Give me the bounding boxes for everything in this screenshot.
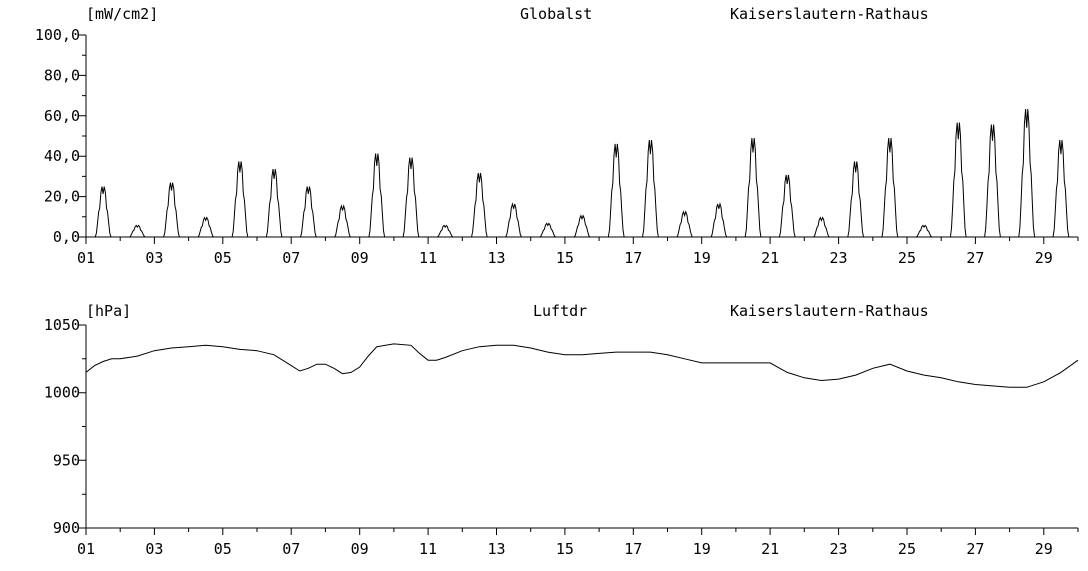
chart1-y-tick-label: 100,0 <box>35 26 80 44</box>
chart2-x-tick-label: 05 <box>214 540 232 558</box>
chart2-x-tick-label: 29 <box>1035 540 1053 558</box>
chart1-x-tick-label: 21 <box>761 249 779 267</box>
chart1-axes <box>85 35 1078 238</box>
chart2-x-tick-label: 23 <box>830 540 848 558</box>
chart1-x-tick-label: 19 <box>693 249 711 267</box>
chart2-x-tick-label: 25 <box>898 540 916 558</box>
chart1-unit-label: [mW/cm2] <box>86 5 158 23</box>
chart2-y-tick-label: 1050 <box>44 316 80 334</box>
chart1-y-tick-labels: 100,0 80,0 60,0 40,0 20,0 0,0 <box>35 26 80 246</box>
chart2-x-tick-label: 07 <box>282 540 300 558</box>
chart1-x-tick-label: 17 <box>624 249 642 267</box>
chart2-x-tick-label: 27 <box>966 540 984 558</box>
chart1-x-tick-label: 27 <box>966 249 984 267</box>
chart1-x-tick-label: 11 <box>419 249 437 267</box>
chart1-x-tick-label: 25 <box>898 249 916 267</box>
global-radiation-chart: [mW/cm2] Globalst Kaiserslautern-Rathaus… <box>35 5 1079 267</box>
chart1-x-tick-label: 05 <box>214 249 232 267</box>
chart1-x-tick-labels: 01 03 05 07 09 11 13 15 17 19 21 23 25 27 29 <box>77 249 1053 267</box>
chart1-x-tick-label: 03 <box>145 249 163 267</box>
chart1-radiation-line <box>86 108 1078 238</box>
chart2-x-tick-labels: 01 03 05 07 09 11 13 15 17 19 21 23 25 27 29 <box>77 540 1053 558</box>
chart2-x-tick-label: 21 <box>761 540 779 558</box>
chart1-x-tick-label: 07 <box>282 249 300 267</box>
chart1-x-tick-label: 23 <box>830 249 848 267</box>
chart2-ticks <box>79 324 1079 535</box>
chart1-y-tick-label: 20,0 <box>44 188 80 206</box>
chart1-y-tick-label: 0,0 <box>53 228 80 246</box>
chart1-parameter-label: Globalst <box>520 5 592 23</box>
chart2-y-tick-label: 900 <box>53 519 80 537</box>
chart1-x-tick-label: 29 <box>1035 249 1053 267</box>
chart2-tick-marks <box>79 324 1079 535</box>
chart2-y-tick-labels: 1050 1000 950 900 <box>44 316 80 537</box>
air-pressure-chart: [hPa] Luftdr Kaiserslautern-Rathaus 1050… <box>44 302 1079 558</box>
chart1-x-tick-label: 01 <box>77 249 95 267</box>
chart2-y-tick-label: 1000 <box>44 384 80 402</box>
chart1-y-tick-label: 40,0 <box>44 147 80 165</box>
chart2-x-tick-label: 19 <box>693 540 711 558</box>
chart2-x-tick-label: 17 <box>624 540 642 558</box>
chart1-y-tick-label: 60,0 <box>44 107 80 125</box>
chart1-x-tick-label: 09 <box>351 249 369 267</box>
chart2-x-tick-label: 13 <box>487 540 505 558</box>
chart1-y-tick-label: 80,0 <box>44 66 80 84</box>
chart1-tick-marks <box>79 34 1079 244</box>
chart2-pressure-line <box>85 343 1079 388</box>
chart2-station-label: Kaiserslautern-Rathaus <box>730 302 929 320</box>
chart1-x-tick-label: 13 <box>487 249 505 267</box>
chart2-x-tick-label: 11 <box>419 540 437 558</box>
chart2-x-tick-label: 09 <box>351 540 369 558</box>
chart2-x-tick-label: 03 <box>145 540 163 558</box>
chart1-ticks <box>79 34 1079 244</box>
chart1-x-tick-label: 15 <box>556 249 574 267</box>
chart1-station-label: Kaiserslautern-Rathaus <box>730 5 929 23</box>
chart2-unit-label: [hPa] <box>86 302 131 320</box>
chart2-axes <box>85 325 1078 529</box>
chart2-parameter-label: Luftdr <box>533 302 587 320</box>
chart2-x-tick-label: 01 <box>77 540 95 558</box>
chart2-y-tick-label: 950 <box>53 451 80 469</box>
chart2-x-tick-label: 15 <box>556 540 574 558</box>
